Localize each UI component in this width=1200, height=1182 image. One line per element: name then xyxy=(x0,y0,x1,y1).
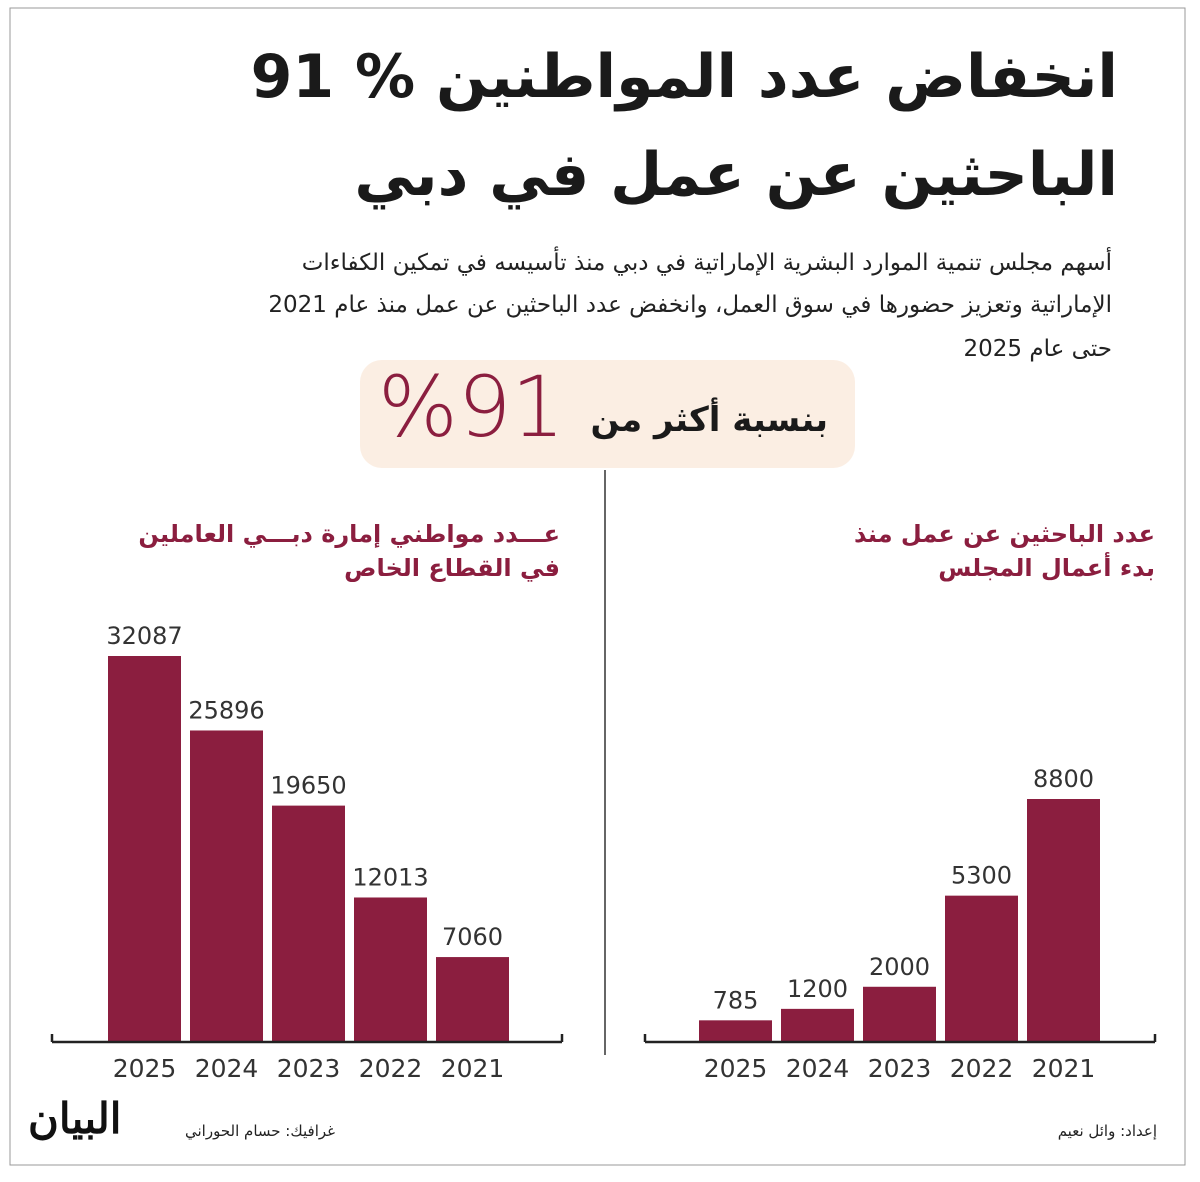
bar xyxy=(781,1008,854,1042)
value-label: 32087 xyxy=(106,622,182,650)
bar xyxy=(699,1020,772,1042)
x-tick-label: 2024 xyxy=(786,1054,850,1083)
bar xyxy=(354,897,427,1042)
bar xyxy=(190,730,263,1042)
value-label: 12013 xyxy=(352,863,428,891)
value-label: 8800 xyxy=(1033,765,1094,793)
x-tick-label: 2022 xyxy=(950,1054,1014,1083)
frame xyxy=(9,7,1186,1166)
highlight-box xyxy=(360,360,855,468)
chart-title: بدء أعمال المجلس xyxy=(938,554,1155,582)
credit: غرافيك: حسام الحوراني xyxy=(185,1122,335,1140)
logo: البيان xyxy=(28,1094,122,1143)
x-tick-label: 2025 xyxy=(704,1054,768,1083)
x-tick-label: 2023 xyxy=(868,1054,932,1083)
value-label: 1200 xyxy=(787,975,848,1003)
chart-title: عدد الباحثين عن عمل منذ xyxy=(854,520,1155,548)
value-label: 5300 xyxy=(951,862,1012,890)
bar xyxy=(272,805,345,1042)
bar xyxy=(436,957,509,1042)
x-tick-label: 2024 xyxy=(195,1054,259,1083)
value-label: 2000 xyxy=(869,953,930,981)
bar xyxy=(863,986,936,1042)
chart-title: في القطاع الخاص xyxy=(344,554,560,582)
bar xyxy=(108,656,181,1042)
x-tick-label: 2023 xyxy=(277,1054,341,1083)
value-label: 785 xyxy=(713,986,759,1014)
x-tick-label: 2025 xyxy=(113,1054,177,1083)
bar xyxy=(1027,799,1100,1042)
chart-title: عـــدد مواطني إمارة دبـــي العاملين xyxy=(138,520,560,548)
value-label: 19650 xyxy=(270,772,346,800)
x-tick-label: 2021 xyxy=(441,1054,505,1083)
highlight-text: بنسبة أكثر من xyxy=(590,400,828,440)
value-label: 25896 xyxy=(188,696,264,724)
headline: 91 % انخفاض عدد المواطنين xyxy=(250,42,1118,112)
bar xyxy=(945,895,1018,1042)
highlight-figure: %91 xyxy=(378,358,565,456)
headline: الباحثين عن عمل في دبي xyxy=(354,140,1118,210)
description: أسهم مجلس تنمية الموارد البشرية الإمارات… xyxy=(301,250,1112,276)
description: حتى عام 2025 xyxy=(963,336,1112,362)
x-tick-label: 2022 xyxy=(359,1054,423,1083)
value-label: 7060 xyxy=(442,923,503,951)
x-tick-label: 2021 xyxy=(1032,1054,1096,1083)
description: الإماراتية وتعزيز حضورها في سوق العمل، و… xyxy=(268,292,1112,318)
credit: إعداد: وائل نعيم xyxy=(1057,1122,1157,1140)
